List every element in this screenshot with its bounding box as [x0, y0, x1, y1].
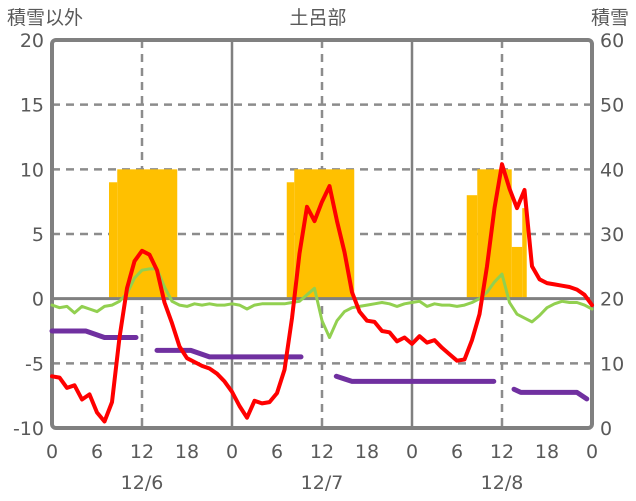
hour-tick-label: 12 [490, 441, 514, 463]
right-tick-label: 20 [600, 289, 624, 311]
orange-bar [117, 169, 178, 299]
purple-segment [511, 386, 590, 402]
right-tick-label: 30 [600, 224, 624, 246]
hour-tick-label: 0 [46, 441, 58, 463]
plot-border [50, 38, 594, 430]
hour-tick-label: 6 [91, 441, 103, 463]
orange-bar [286, 182, 295, 299]
date-label: 12/8 [481, 472, 524, 494]
orange-bar [511, 246, 523, 299]
orange-bar [522, 208, 527, 299]
left-tick-label: -5 [25, 353, 44, 375]
green-line-series [50, 267, 594, 339]
left-tick-label: 20 [20, 30, 44, 52]
left-axis-title: 積雪以外 [7, 7, 84, 29]
left-tick-label: 5 [32, 224, 44, 246]
hour-tick-label: 12 [130, 441, 154, 463]
chart-title: 土呂部 [289, 7, 347, 29]
hour-tick-label: 18 [175, 441, 199, 463]
purple-segment [333, 373, 497, 384]
right-tick-label: 10 [600, 353, 624, 375]
right-tick-label: 0 [600, 418, 612, 440]
orange-bar [477, 169, 512, 299]
hour-tick-label: 18 [355, 441, 379, 463]
hour-tick-label: 6 [451, 441, 463, 463]
hour-tick-label: 18 [535, 441, 559, 463]
red-line-series [50, 162, 594, 424]
orange-bars-series [109, 169, 527, 299]
left-tick-label: 10 [20, 159, 44, 181]
left-tick-label: -10 [13, 418, 44, 440]
left-tick-label: 15 [20, 95, 44, 117]
purple-line-series [49, 328, 590, 402]
hour-tick-label: 6 [271, 441, 283, 463]
hour-tick-label: 0 [586, 441, 598, 463]
hour-tick-label: 0 [406, 441, 418, 463]
hour-tick-label: 0 [226, 441, 238, 463]
right-tick-label: 40 [600, 159, 624, 181]
date-label: 12/6 [121, 472, 164, 494]
date-label: 12/7 [301, 472, 344, 494]
orange-bar [466, 195, 478, 299]
right-tick-label: 60 [600, 30, 624, 52]
right-axis-title: 積雪 [590, 7, 629, 29]
orange-bar [109, 182, 118, 299]
left-tick-label: 0 [32, 289, 44, 311]
right-tick-label: 50 [600, 95, 624, 117]
purple-segment [49, 328, 139, 340]
purple-segment [154, 347, 304, 360]
hour-tick-label: 12 [310, 441, 334, 463]
